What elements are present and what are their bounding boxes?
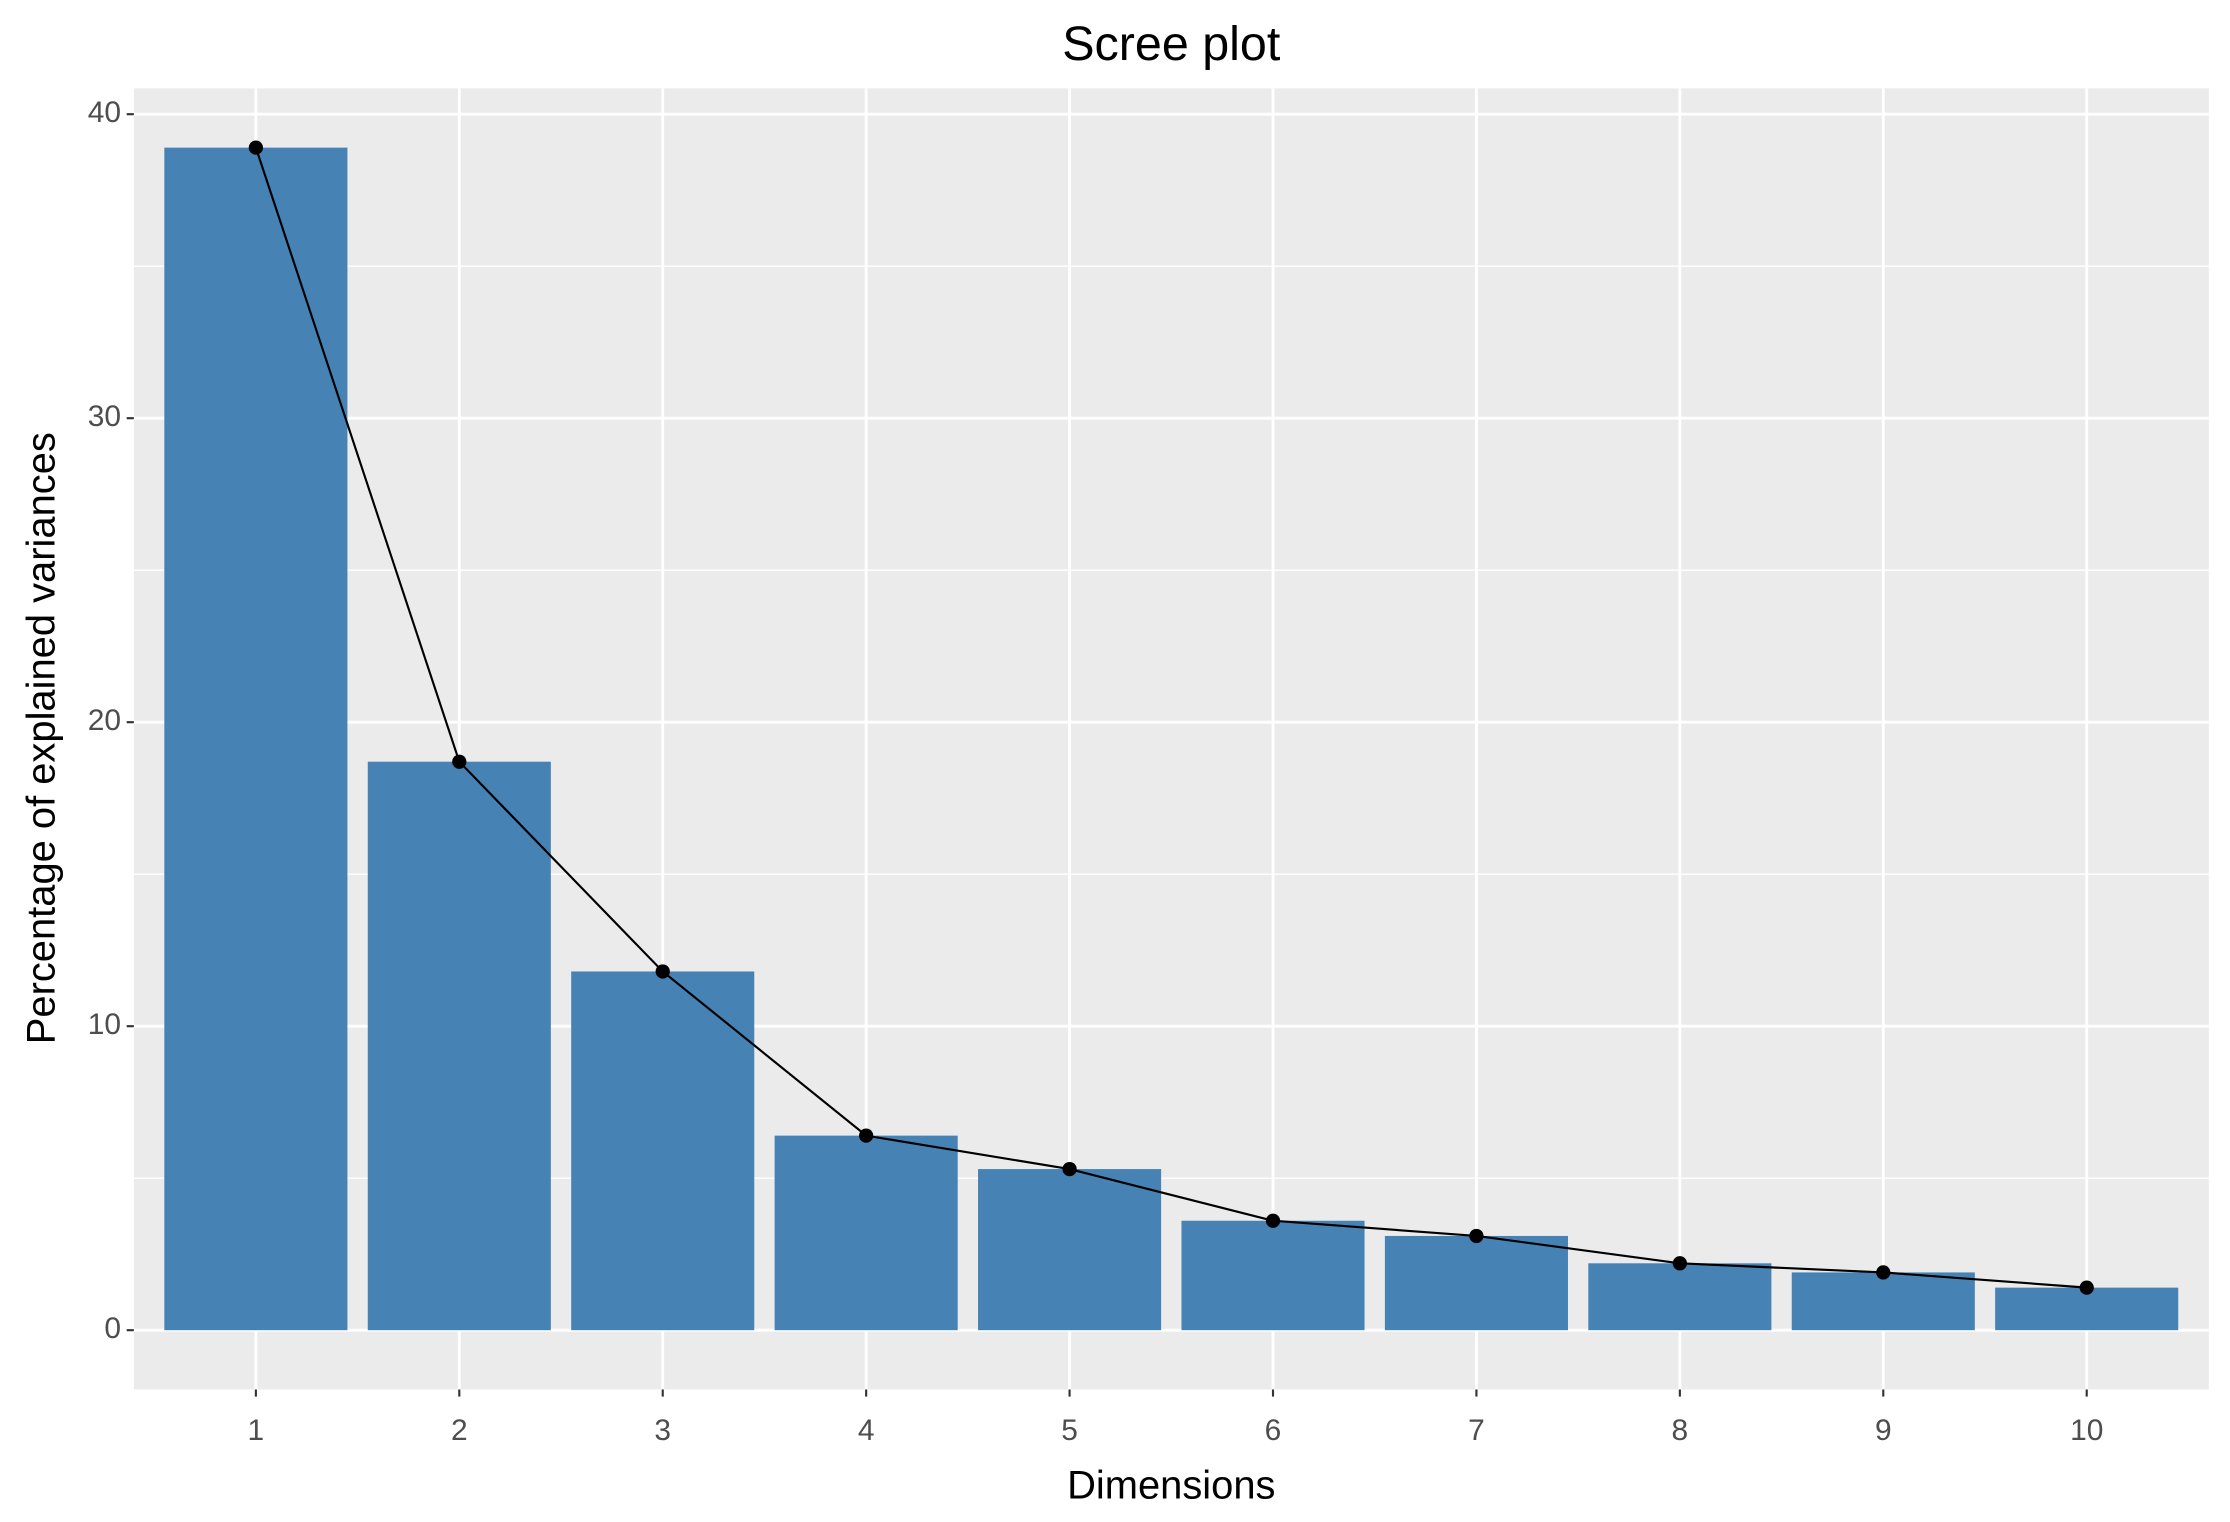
x-tick-label: 7	[1468, 1414, 1485, 1447]
x-tick-label: 4	[858, 1414, 875, 1447]
point	[1265, 1213, 1281, 1228]
bar	[1384, 1235, 1568, 1331]
point	[2079, 1280, 2094, 1295]
point	[248, 140, 264, 155]
point	[1876, 1265, 1891, 1280]
bar	[164, 147, 348, 1331]
y-tick-label: 30	[88, 400, 121, 433]
x-axis-title: Dimensions	[1067, 1463, 1275, 1507]
bar	[571, 971, 755, 1331]
point	[452, 754, 467, 769]
point	[1062, 1161, 1077, 1177]
bar	[774, 1135, 958, 1331]
bar	[367, 761, 551, 1331]
y-axis-title: Percentage of explained variances	[20, 432, 64, 1044]
point	[859, 1128, 874, 1143]
x-tick-label: 5	[1061, 1414, 1078, 1447]
x-tick-label: 3	[654, 1414, 671, 1447]
chart-title: Scree plot	[1062, 17, 1281, 71]
point	[655, 964, 670, 979]
bar	[1181, 1220, 1365, 1331]
x-tick-label: 8	[1672, 1414, 1689, 1447]
bar	[978, 1169, 1162, 1331]
y-tick-label: 10	[88, 1008, 121, 1041]
x-tick-label: 2	[451, 1414, 468, 1447]
y-tick-label: 0	[104, 1312, 121, 1345]
trend-line	[254, 147, 2087, 1289]
bar	[1588, 1263, 1772, 1331]
y-tick-label: 20	[88, 704, 121, 737]
x-tick-label: 9	[1875, 1414, 1892, 1447]
x-tick-label: 6	[1265, 1414, 1282, 1447]
point	[1469, 1228, 1484, 1244]
point	[1672, 1256, 1687, 1271]
x-tick-label: 10	[2070, 1414, 2103, 1447]
y-tick-label: 40	[88, 96, 121, 129]
bar	[1791, 1272, 1975, 1331]
x-tick-label: 1	[248, 1414, 265, 1447]
